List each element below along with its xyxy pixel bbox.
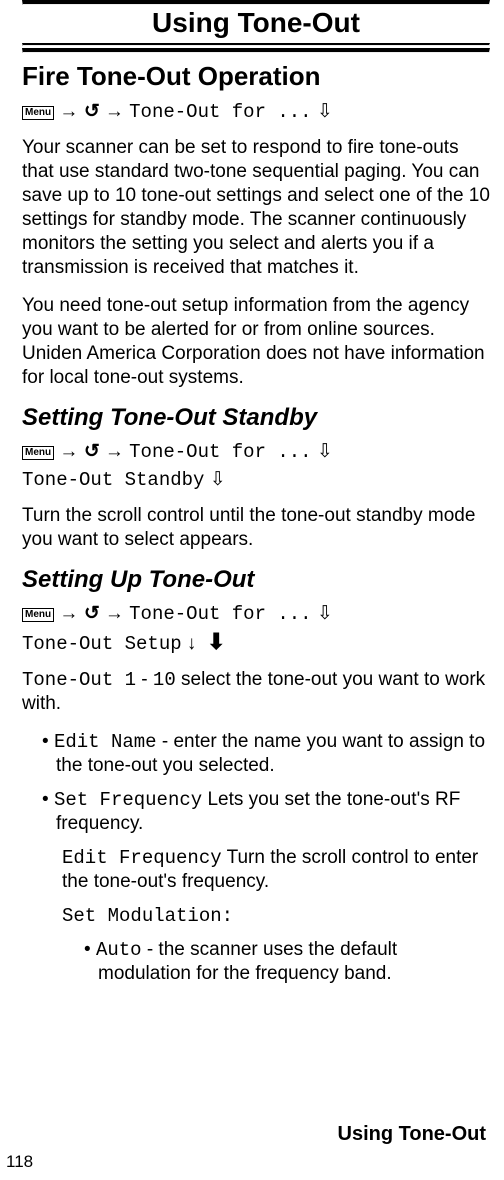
bullet-list: Edit Name - enter the name you want to a…	[22, 730, 490, 836]
body-paragraph: Your scanner can be set to respond to fi…	[22, 136, 490, 280]
nav-path-1: Menu → ↻ → Tone-Out for ... ⇩	[22, 98, 490, 126]
subsection-heading: Setting Tone-Out Standby	[22, 404, 490, 432]
section-heading: Fire Tone-Out Operation	[22, 61, 490, 92]
down-arrow-icon: ⇩	[317, 101, 333, 122]
arrow-right-icon: →	[59, 441, 78, 462]
code-text: Edit Name	[54, 731, 157, 753]
arrow-right-icon: →	[59, 101, 78, 122]
body-text: - the scanner uses the default modulatio…	[98, 939, 397, 984]
nav-text: Tone-Out for ...	[129, 441, 311, 463]
chapter-title: Using Tone-Out	[22, 5, 490, 43]
nav-text: Tone-Out Setup	[22, 633, 182, 655]
code-text: Set Frequency	[54, 789, 202, 811]
scroll-icon: ↻	[84, 98, 100, 126]
arrow-right-icon: →	[105, 441, 124, 462]
scroll-icon: ↻	[84, 438, 100, 466]
code-text: Auto	[96, 939, 142, 961]
body-paragraph: Turn the scroll control until the tone-o…	[22, 504, 490, 552]
subsection-heading: Setting Up Tone-Out	[22, 566, 490, 594]
scroll-icon: ↻	[84, 600, 100, 628]
body-paragraph: Tone-Out 1 - 10 select the tone-out you …	[22, 668, 490, 716]
sub-bullet-list: Auto - the scanner uses the default modu…	[22, 938, 490, 986]
title-underline-thin	[22, 43, 490, 46]
list-item: Auto - the scanner uses the default modu…	[68, 938, 490, 986]
page-number: 118	[6, 1152, 33, 1172]
list-item: Edit Name - enter the name you want to a…	[42, 730, 490, 778]
down-arrow-icon: ⇩	[317, 603, 333, 624]
down-arrow-heavy-icon: ⬇	[207, 629, 225, 654]
code-text: Set Modulation:	[62, 905, 233, 927]
arrow-right-icon: →	[105, 603, 124, 624]
down-arrow-icon: ⇩	[317, 441, 333, 462]
arrow-right-icon: →	[59, 603, 78, 624]
menu-key-icon: Menu	[22, 608, 54, 622]
sub-paragraph: Set Modulation:	[62, 904, 490, 928]
list-item: Set Frequency Lets you set the tone-out'…	[42, 788, 490, 836]
body-paragraph: You need tone-out setup information from…	[22, 294, 490, 390]
code-text: Edit Frequency	[62, 847, 222, 869]
down-arrow-icon: ⇩	[210, 469, 226, 490]
sub-paragraph: Edit Frequency Turn the scroll control t…	[62, 846, 490, 894]
title-underline-thick	[22, 48, 490, 53]
code-text: 10	[153, 669, 176, 691]
nav-path-2: Menu → ↻ → Tone-Out for ... ⇩ Tone-Out S…	[22, 438, 490, 494]
arrow-right-icon: →	[105, 101, 124, 122]
nav-path-3: Menu → ↻ → Tone-Out for ... ⇩ Tone-Out S…	[22, 600, 490, 658]
nav-text: Tone-Out Standby	[22, 469, 204, 491]
menu-key-icon: Menu	[22, 106, 54, 120]
running-footer: Using Tone-Out	[338, 1123, 487, 1146]
nav-text: Tone-Out for ...	[129, 101, 311, 123]
down-arrow-icon: ↓	[187, 633, 197, 654]
menu-key-icon: Menu	[22, 446, 54, 460]
nav-text: Tone-Out for ...	[129, 603, 311, 625]
code-text: Tone-Out 1	[22, 669, 136, 691]
